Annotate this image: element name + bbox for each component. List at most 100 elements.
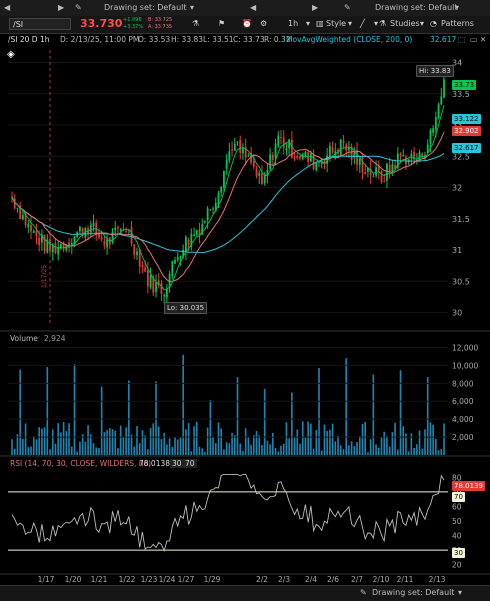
candle-body [242, 148, 244, 154]
settings-icon[interactable]: ⚙ [260, 19, 268, 28]
volume-tick-label: 8,000 [452, 379, 474, 388]
candle-body [51, 245, 54, 253]
studies-button[interactable]: Studies [390, 19, 420, 28]
candle-body [100, 237, 103, 240]
volume-bar [318, 368, 320, 455]
volume-bar [261, 444, 263, 455]
volume-bar [312, 448, 315, 455]
chevron-left-icon[interactable]: ◀ [4, 3, 11, 12]
interval-selector[interactable]: 1h [288, 19, 299, 28]
drawing-set-bottom[interactable]: Drawing set: Default [372, 588, 455, 597]
candle-body [141, 264, 144, 268]
moving-averages [11, 104, 445, 291]
candle-body [312, 155, 315, 169]
volume-bar [432, 424, 434, 455]
rsi-plot: 80706050403020 [0, 455, 490, 570]
candle-body [212, 208, 214, 210]
flask-icon[interactable]: ⚗ [192, 19, 200, 28]
window-icon[interactable]: ▭ [470, 35, 478, 44]
last-price-tag: 33.73 [452, 80, 477, 90]
candle-body [89, 224, 92, 233]
chevron-down-icon-2[interactable]: ▾ [455, 3, 460, 12]
volume-bar [304, 437, 307, 455]
volume-bar [24, 423, 27, 455]
candle-body [388, 164, 391, 172]
candle-body [369, 168, 372, 176]
volume-bar [424, 429, 426, 455]
wma-line [11, 152, 445, 254]
chevron-down-icon-4[interactable]: ▾ [458, 588, 463, 597]
close-icon[interactable]: ✕ [480, 35, 487, 44]
candle-body [125, 230, 128, 232]
alarm-icon[interactable]: ⏰ [242, 19, 252, 28]
volume-bar [358, 436, 361, 455]
candle-body [271, 155, 274, 160]
chevron-right-icon[interactable]: ▶ [58, 3, 65, 12]
chevron-left-icon-2[interactable]: ◀ [250, 3, 257, 12]
candle-body [79, 226, 81, 232]
volume-bar [258, 435, 261, 455]
x-axis-label: 1/23 [141, 575, 158, 584]
volume-bar [242, 450, 244, 455]
pencil-icon-3[interactable]: ✎ [360, 588, 367, 597]
volume-bar [46, 367, 49, 455]
candle-body [250, 152, 252, 163]
rsi-tick-label: 50 [452, 517, 462, 526]
rsi-label: RSI (14, 70, 30, CLOSE, WILDERS, no) [10, 459, 152, 468]
candle-body [426, 144, 429, 153]
volume-bar [356, 441, 358, 455]
volume-bar [426, 376, 429, 455]
volume-bar [255, 431, 258, 455]
candle-body [21, 215, 24, 220]
volume-bar [231, 432, 233, 455]
symbol-input[interactable]: /SI [9, 18, 71, 30]
price-tick-label: 33.5 [452, 90, 470, 99]
volume-bar [89, 434, 92, 455]
flag-icon[interactable]: ⚑ [218, 19, 226, 28]
drawing-set-1[interactable]: Drawing set: Default [104, 3, 187, 12]
pin-icon[interactable]: ◈ [7, 49, 15, 60]
volume-bar [394, 422, 396, 455]
lo-label: Lo: 30.035 [164, 302, 208, 314]
candle-body [239, 139, 242, 153]
draw-line-icon[interactable]: ╱ [360, 19, 365, 28]
candle-body [443, 79, 445, 98]
price-tick-label: 32.5 [452, 152, 470, 161]
last-price: 33.730 [80, 17, 123, 30]
style-icon[interactable]: ▥ [316, 19, 324, 28]
studies-icon[interactable]: ⚗ [379, 19, 387, 28]
candle-body [165, 289, 168, 298]
volume-bar [372, 374, 375, 455]
candle-body [261, 173, 263, 185]
volume-bar [152, 423, 155, 455]
drawing-set-2[interactable]: Drawing set: Default [375, 3, 458, 12]
style-chevron-icon[interactable]: ▾ [348, 19, 353, 28]
candle-body [353, 152, 356, 158]
pencil-icon[interactable]: ✎ [75, 3, 82, 12]
candle-body [204, 220, 206, 223]
patterns-icon[interactable]: ◔ [430, 19, 437, 28]
studies-chevron-icon[interactable]: ▾ [420, 19, 425, 28]
x-axis-label: 1/22 [119, 575, 136, 584]
volume-tick-label: 12,000 [452, 343, 478, 352]
style-button[interactable]: Style [326, 19, 347, 28]
ask-price: A: 33.735 [148, 24, 173, 30]
volume-bar [386, 436, 388, 455]
chevron-down-icon-3[interactable]: ▾ [374, 19, 379, 28]
pencil-icon-2[interactable]: ✎ [344, 3, 351, 12]
volume-bar [163, 432, 165, 455]
chevron-down-icon[interactable]: ▾ [190, 3, 195, 12]
volume-bar [277, 451, 280, 455]
interval-chevron-icon[interactable]: ▾ [306, 19, 311, 28]
candle-body [383, 180, 386, 182]
candle-body [244, 147, 247, 158]
candle-body [350, 146, 353, 160]
chevron-right-icon-2[interactable]: ▶ [312, 3, 319, 12]
volume-bar [263, 389, 266, 455]
candle-body [92, 222, 95, 226]
expand-icon[interactable]: ⬚ [458, 35, 466, 44]
volume-bar [60, 432, 62, 455]
patterns-button[interactable]: Patterns [441, 19, 474, 28]
volume-bar [364, 422, 367, 455]
